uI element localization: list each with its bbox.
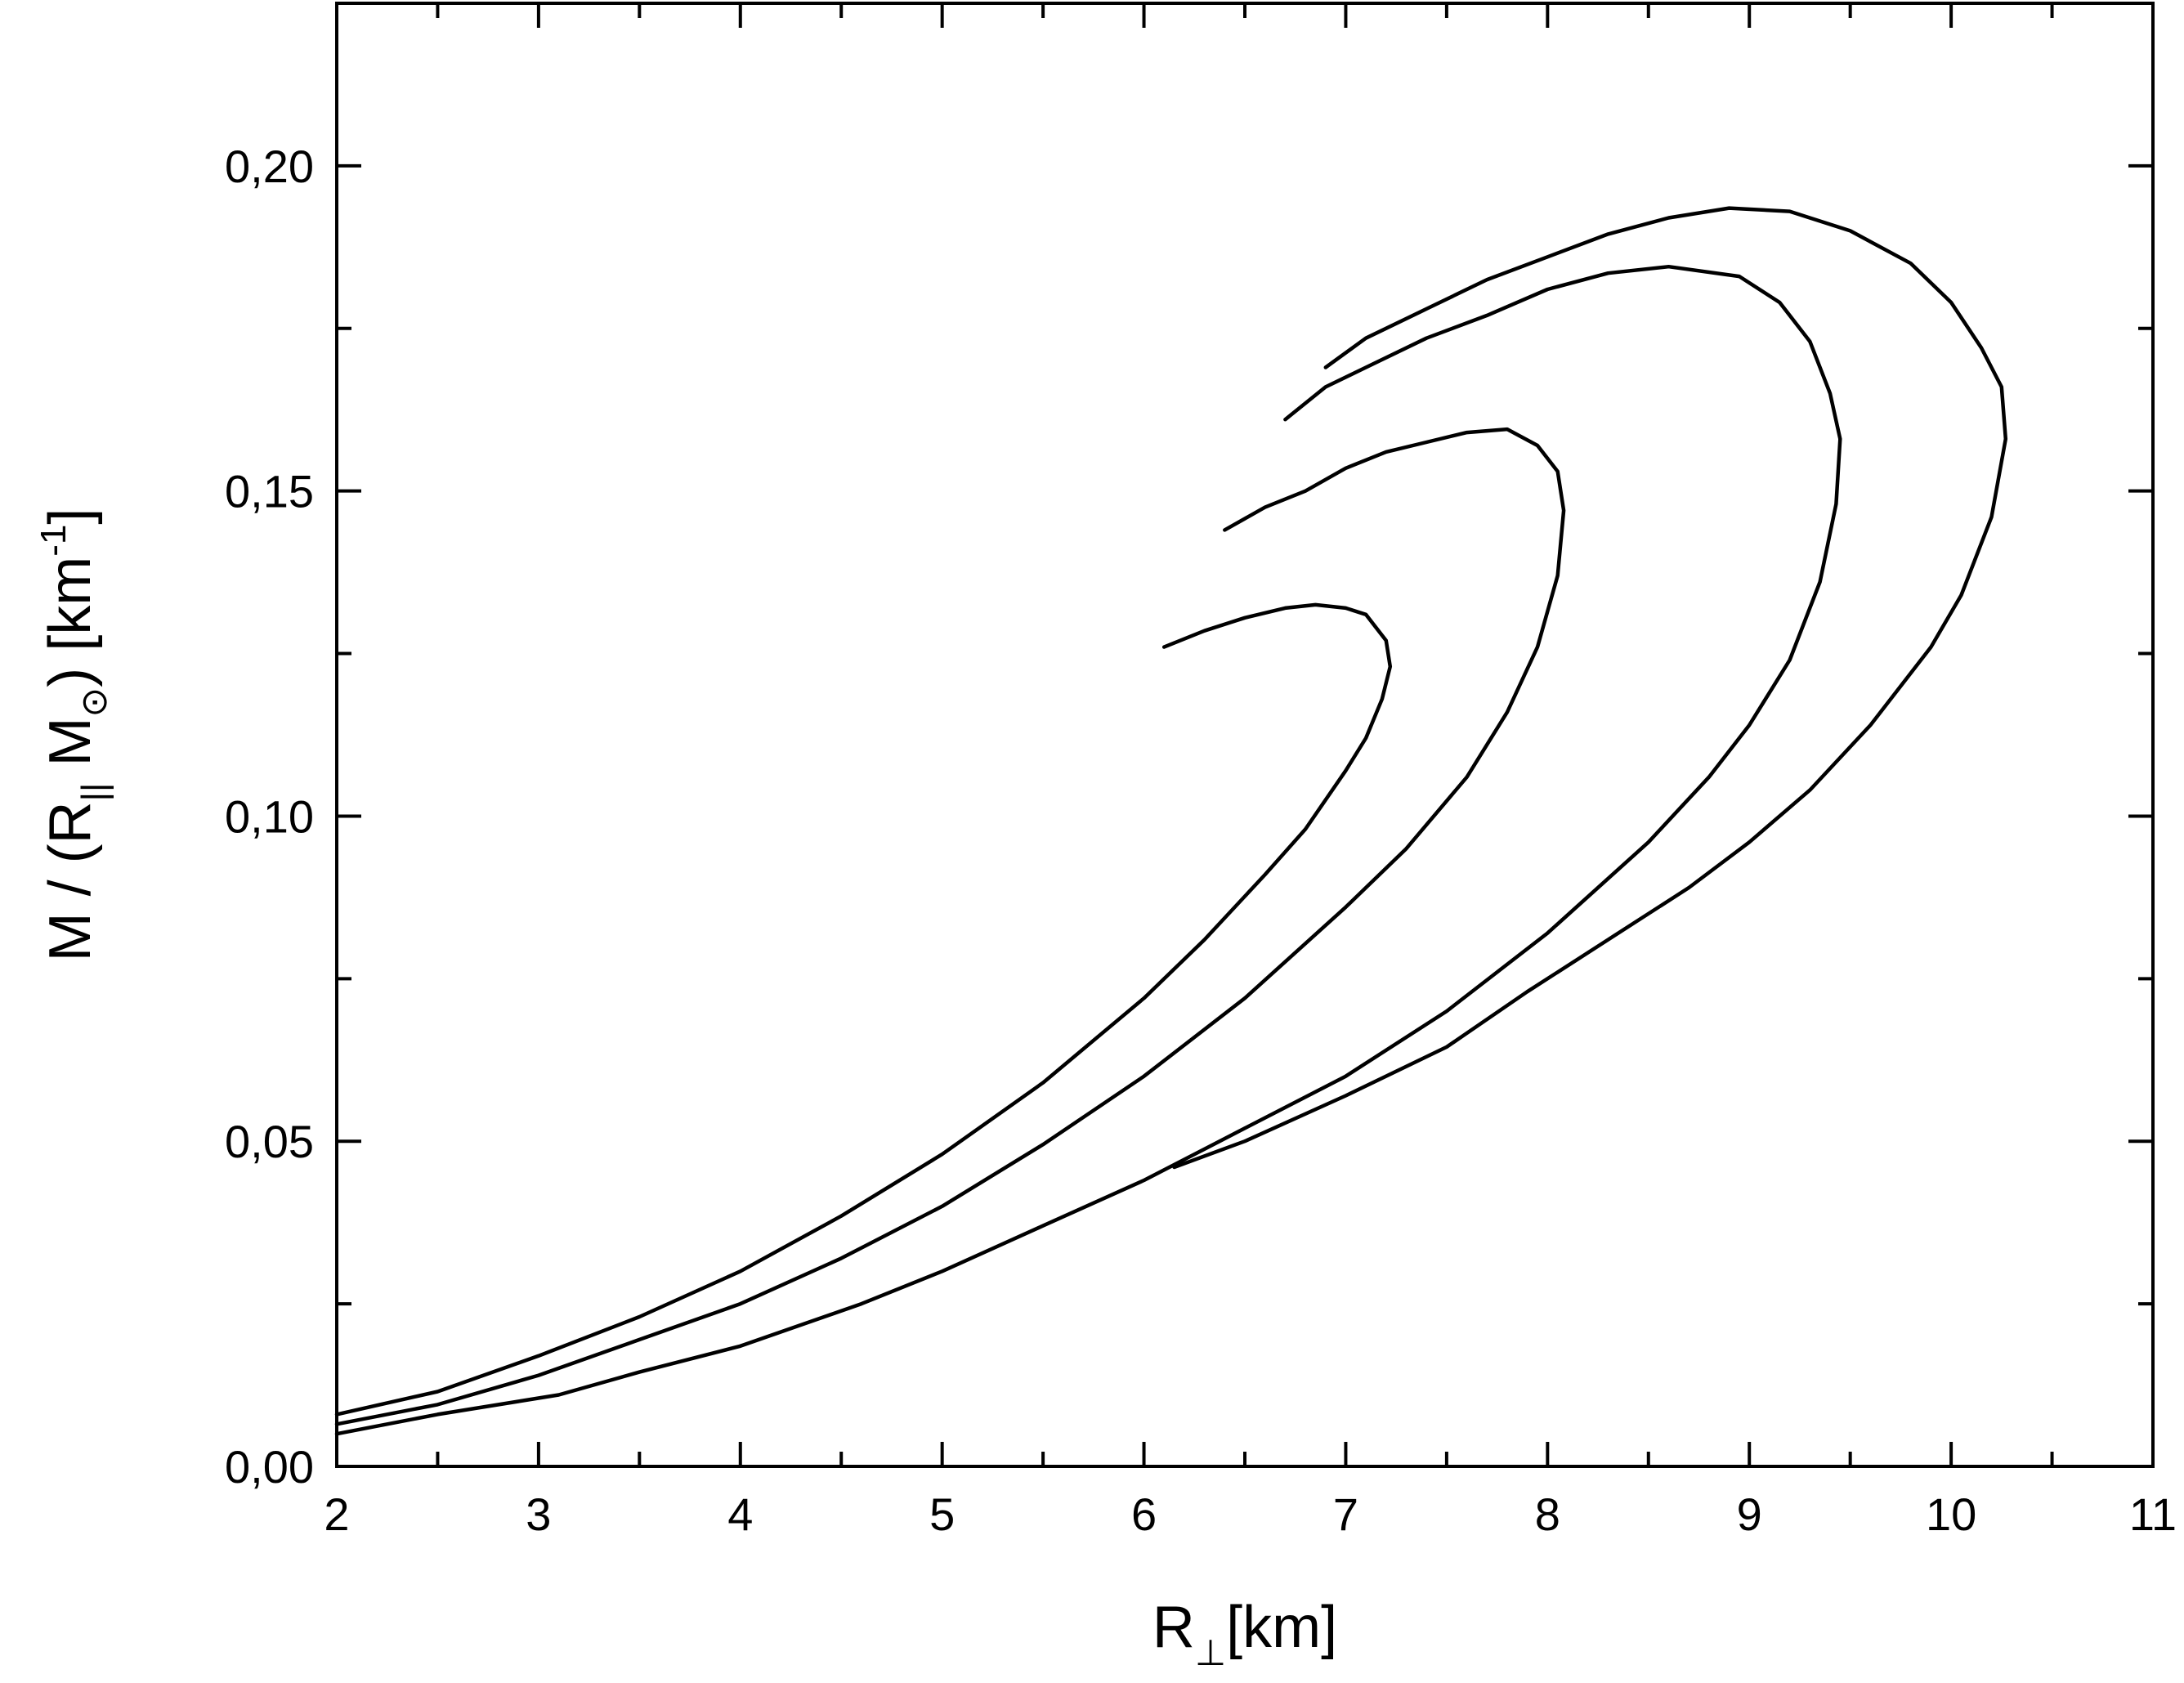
series-lines [334,206,2008,1436]
y-tick-label: 0,20 [225,141,314,192]
series-line-1 [334,602,1393,1417]
y-tick-label: 0,05 [225,1116,314,1167]
x-tick-label: 9 [1737,1488,1762,1540]
x-tick-label: 8 [1535,1488,1560,1540]
x-tick-label: 10 [1926,1488,1976,1540]
x-tick-label: 3 [526,1488,551,1540]
x-tick-label: 6 [1131,1488,1157,1540]
y-axis-title: M / (R|| M⊙) [km-1] [34,508,114,962]
plot-area [335,2,2155,1468]
y-tick-label: 0,00 [225,1441,314,1493]
series-line-2 [334,427,1566,1426]
x-tick-label: 5 [929,1488,955,1540]
y-tick-label: 0,15 [225,466,314,517]
x-tick-label: 7 [1333,1488,1358,1540]
x-tick-label: 11 [2129,1488,2177,1540]
ticks: 2 3 4 5 6 7 8 9 10 11 0,00 0,05 0,10 0,15 0,20 [225,2,2177,1540]
x-tick-label: 4 [727,1488,753,1540]
series-line-3 [334,264,1842,1436]
series-line-4 [1172,206,2008,1170]
y-tick-label: 0,10 [225,790,314,842]
x-axis-title: R⊥[km] [1152,1595,1337,1673]
x-tick-label: 2 [324,1488,349,1540]
